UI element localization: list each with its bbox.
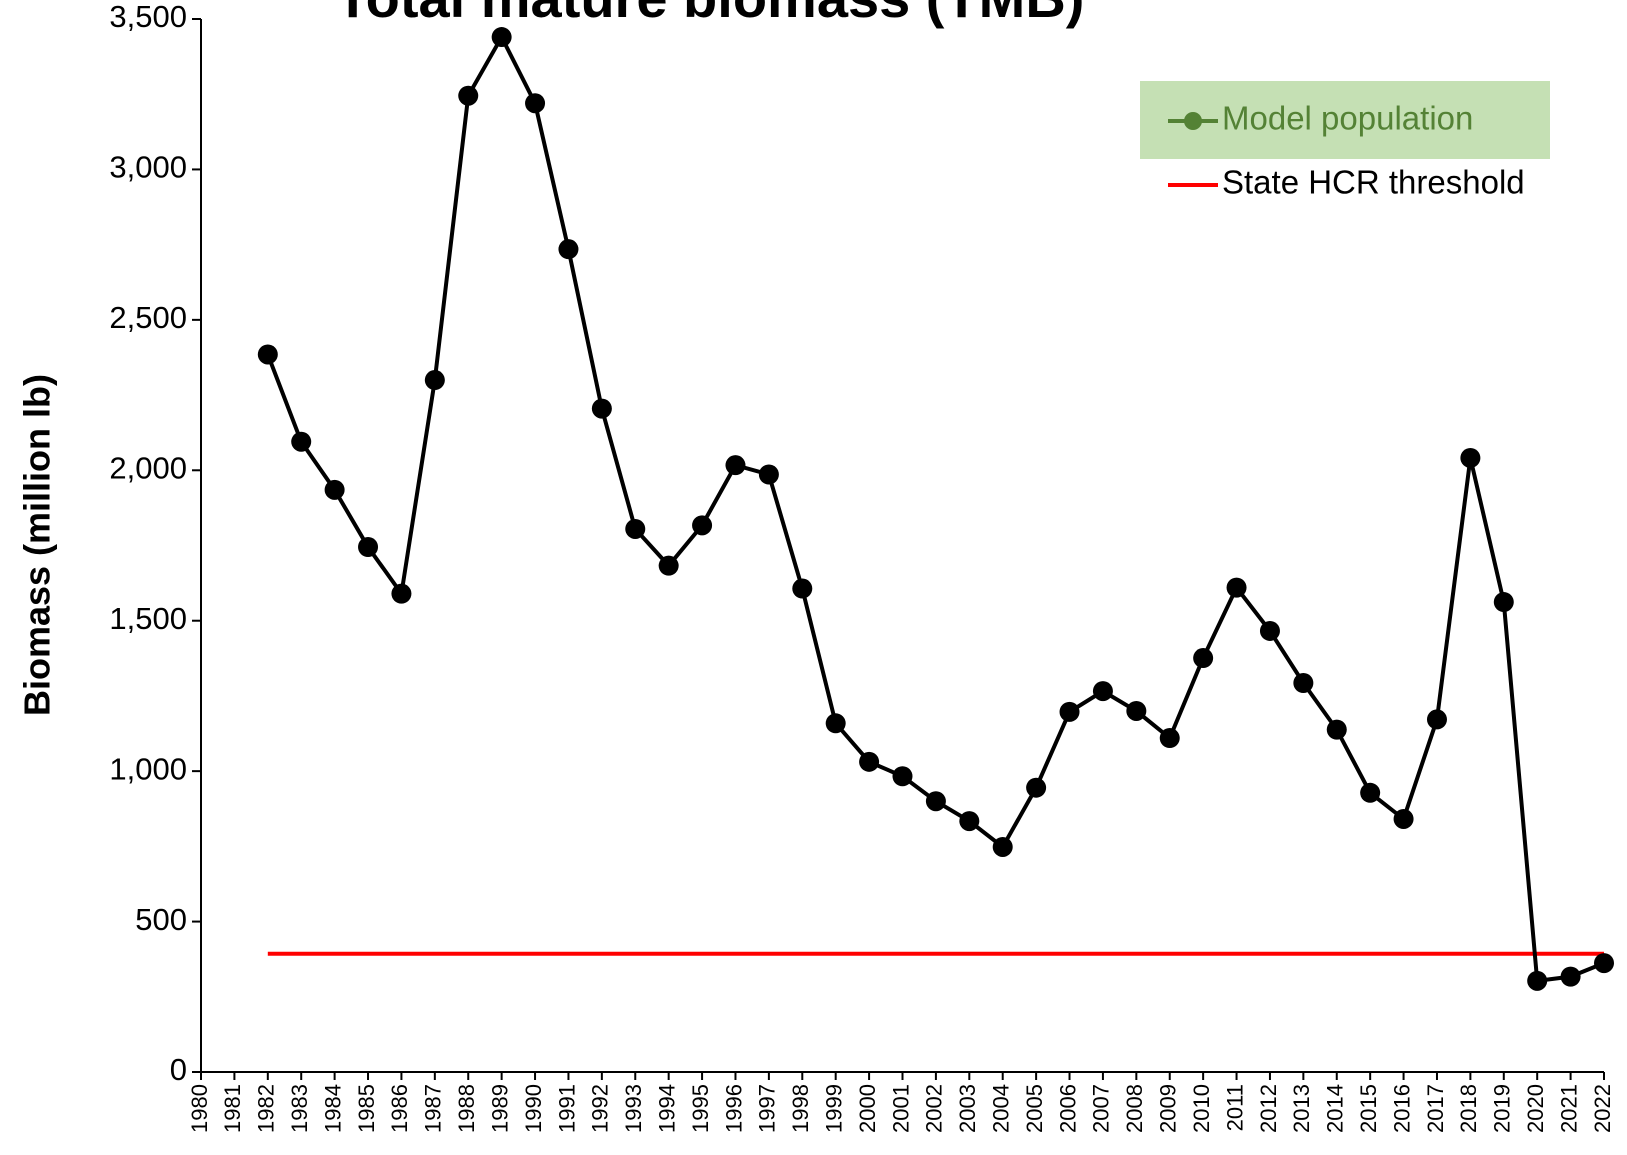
x-tick-label: 2015 [1356,1084,1381,1133]
y-tick-label: 1,500 [109,601,187,636]
x-tick-label: 1985 [354,1084,379,1133]
data-point [525,93,546,114]
data-point [358,537,379,558]
x-tick-label: 1982 [254,1084,279,1133]
y-tick-label: 1,000 [109,751,187,786]
chart-title: Total mature biomass (TMB) [336,0,1085,29]
x-tick-label: 2020 [1523,1084,1548,1133]
data-point [1393,808,1414,829]
x-tick-label: 2013 [1289,1084,1314,1133]
x-tick-label: 2000 [855,1084,880,1133]
x-tick-label: 1987 [421,1084,446,1133]
data-point [324,479,345,500]
y-axis-label: Biomass (million lb) [17,374,58,716]
legend-label: Model population [1222,100,1473,137]
data-point [491,27,512,48]
data-point [591,398,612,419]
x-tick-label: 1981 [220,1084,245,1133]
x-tick-label: 2008 [1122,1084,1147,1133]
x-tick-label: 1994 [654,1084,679,1133]
x-tick-label: 1992 [588,1084,613,1133]
data-point [1026,777,1047,798]
y-tick-label: 2,000 [109,450,187,485]
y-tick-label: 500 [135,902,187,937]
x-tick-label: 1998 [788,1084,813,1133]
x-tick-label: 1999 [822,1084,847,1133]
x-tick-label: 2001 [888,1084,913,1133]
x-tick-label: 1991 [554,1084,579,1133]
x-tick-label: 2019 [1490,1084,1515,1133]
x-tick-label: 1984 [320,1084,345,1133]
data-point [1159,728,1180,749]
legend-marker [1184,112,1202,130]
x-tick-label: 2004 [989,1084,1014,1133]
data-point [558,239,579,260]
legend-label: State HCR threshold [1222,164,1525,201]
data-point [1059,701,1080,722]
x-tick-label: 2010 [1189,1084,1214,1133]
data-point [692,515,713,536]
x-tick-label: 2022 [1590,1084,1615,1133]
data-point [825,713,846,734]
data-point [859,751,880,772]
data-point [1493,592,1514,613]
x-tick-label: 2014 [1323,1084,1348,1133]
data-point [458,85,479,106]
data-point [1259,620,1280,641]
data-point [1560,966,1581,987]
x-tick-label: 2011 [1222,1084,1247,1131]
x-tick-label: 2003 [955,1084,980,1133]
data-point [1594,953,1614,974]
data-point [1426,709,1447,730]
x-tick-label: 1986 [387,1084,412,1133]
data-point [658,555,679,576]
x-tick-label: 1988 [454,1084,479,1133]
x-tick-label: 1996 [721,1084,746,1133]
x-tick-label: 1989 [487,1084,512,1133]
data-point [1460,447,1481,468]
x-tick-label: 2002 [922,1084,947,1133]
data-point [1293,672,1314,693]
data-point [625,518,646,539]
y-tick-label: 0 [170,1052,187,1087]
data-point [1126,700,1147,721]
data-point [1326,719,1347,740]
x-tick-label: 2007 [1089,1084,1114,1133]
data-point [1527,970,1548,991]
x-tick-label: 2009 [1156,1084,1181,1133]
x-tick-label: 1997 [755,1084,780,1133]
x-tick-label: 1983 [287,1084,312,1133]
data-point [291,431,312,452]
x-tick-label: 1995 [688,1084,713,1133]
data-point [925,791,946,812]
x-tick-label: 2006 [1055,1084,1080,1133]
data-point [391,583,412,604]
data-point [1193,648,1214,669]
y-tick-label: 3,000 [109,150,187,185]
x-tick-label: 2017 [1423,1084,1448,1133]
x-tick-label: 2016 [1389,1084,1414,1133]
data-point [959,811,980,832]
y-tick-label: 2,500 [109,300,187,335]
data-point [758,464,779,485]
x-tick-label: 1993 [621,1084,646,1133]
data-point [725,455,746,476]
x-tick-label: 2012 [1256,1084,1281,1133]
data-point [992,836,1013,857]
x-tick-label: 1980 [187,1084,212,1133]
x-tick-label: 2021 [1556,1084,1581,1133]
y-tick-label: 3,500 [109,0,187,34]
data-point [424,370,445,391]
data-point [792,578,813,599]
data-point [1092,681,1113,702]
data-point [1226,577,1247,598]
x-tick-label: 2005 [1022,1084,1047,1133]
x-tick-label: 1990 [521,1084,546,1133]
data-point [1360,782,1381,803]
data-point [257,344,278,365]
x-tick-label: 2018 [1456,1084,1481,1133]
data-point [892,766,913,787]
